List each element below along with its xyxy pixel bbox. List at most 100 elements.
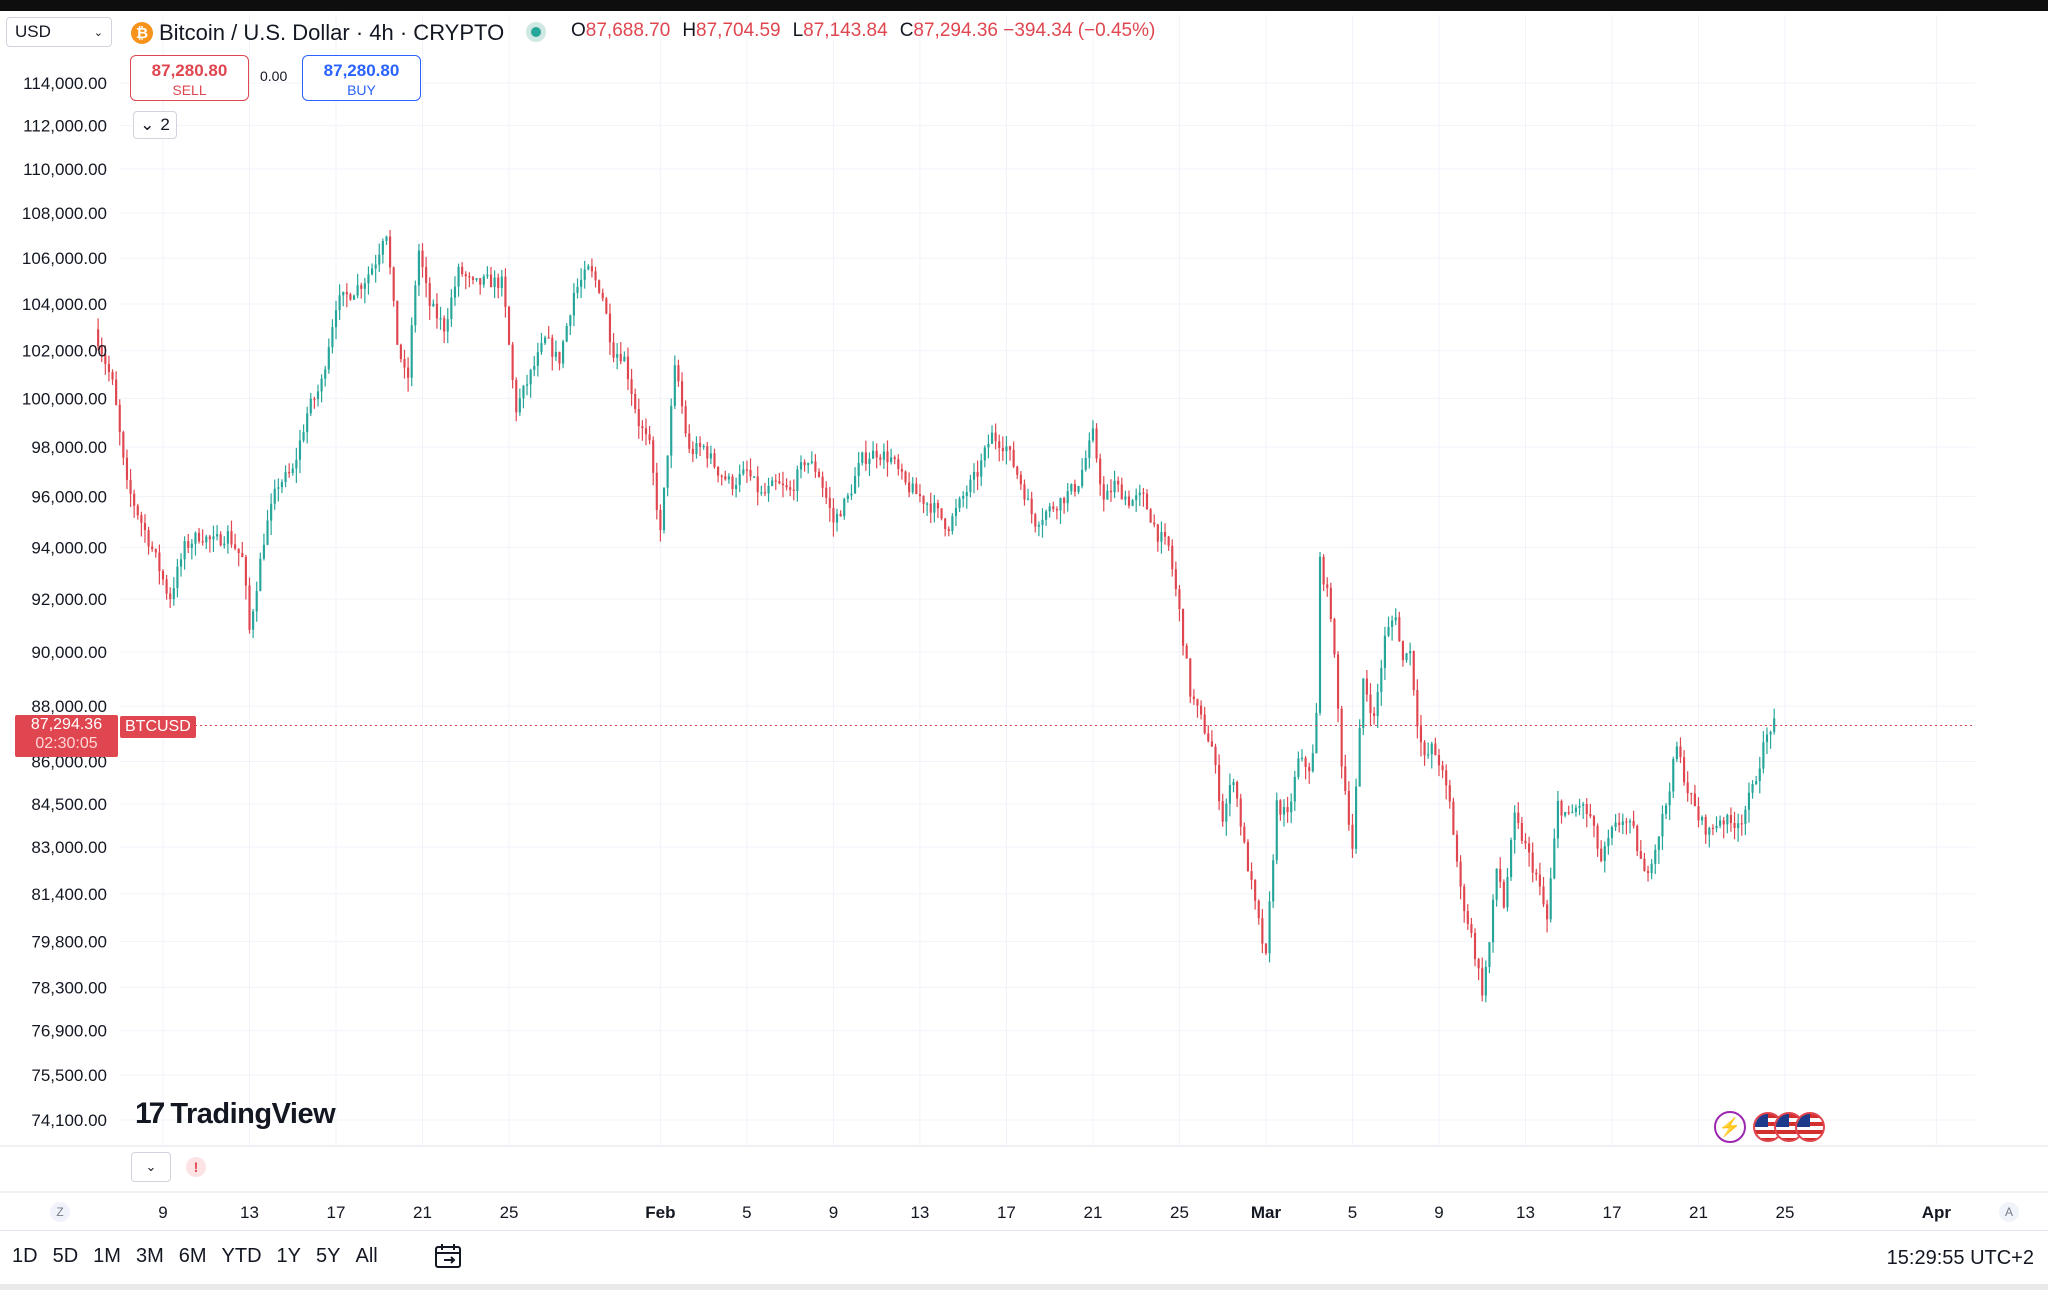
- time-tick-label: 9: [829, 1203, 838, 1222]
- candle-body: [1048, 506, 1051, 512]
- price-tick-label: 114,000.00: [23, 74, 107, 93]
- range-5d[interactable]: 5D: [52, 1245, 79, 1267]
- candle-body: [489, 274, 493, 288]
- time-tick-label: 25: [500, 1203, 519, 1222]
- candle-body: [1628, 821, 1632, 823]
- candle-body: [569, 315, 572, 326]
- candle-body: [194, 532, 197, 544]
- clock-timezone[interactable]: 15:29:55 UTC+2: [1886, 1247, 2034, 1269]
- candle-body: [342, 291, 345, 296]
- lightning-icon[interactable]: ⚡: [1714, 1111, 1746, 1143]
- indicators-toggle[interactable]: ⌄ 2: [133, 111, 177, 139]
- candle-body: [1052, 506, 1055, 510]
- auto-scale-button[interactable]: A: [1999, 1202, 2019, 1222]
- candle-body: [1650, 863, 1653, 874]
- ohlc-close-key: C: [899, 20, 914, 41]
- zoom-button[interactable]: Z: [50, 1202, 70, 1222]
- range-1m[interactable]: 1M: [93, 1245, 121, 1267]
- economic-events[interactable]: ⚡: [1714, 1111, 1825, 1143]
- symbol-title-bar[interactable]: ₿ Bitcoin / U.S. Dollar · 4h · CRYPTO: [131, 18, 504, 48]
- candle-body: [1063, 498, 1066, 504]
- candle-body: [122, 432, 125, 458]
- candle-body: [161, 571, 165, 580]
- time-tick-label: Apr: [1922, 1203, 1952, 1222]
- candle-body: [1102, 484, 1105, 500]
- candle-body: [234, 544, 237, 549]
- candle-body: [875, 450, 878, 458]
- candle-body: [745, 469, 749, 471]
- candle-body: [1246, 842, 1250, 872]
- time-tick-label: 13: [910, 1203, 929, 1222]
- candle-body: [1326, 584, 1329, 588]
- candle-body: [778, 481, 781, 484]
- candle-body: [176, 566, 179, 589]
- candle-body: [1668, 791, 1671, 806]
- candle-body: [219, 534, 222, 546]
- candle-body: [1077, 486, 1080, 492]
- range-1d[interactable]: 1D: [12, 1245, 38, 1267]
- candle-body: [154, 549, 157, 553]
- candle-body: [926, 503, 929, 505]
- candle-body: [904, 471, 907, 483]
- ohlc-open-key: O: [571, 20, 586, 41]
- candle-body: [1495, 868, 1498, 900]
- range-1y[interactable]: 1Y: [276, 1245, 302, 1267]
- candle-body: [1221, 801, 1224, 822]
- candle-body: [1463, 886, 1466, 912]
- candle-body: [1726, 815, 1729, 825]
- range-5y[interactable]: 5Y: [316, 1245, 341, 1267]
- candle-body: [1582, 804, 1585, 806]
- bottom-strip: [0, 1284, 2048, 1290]
- candle-body: [1571, 811, 1574, 814]
- candle-body: [554, 351, 557, 357]
- candle-body: [115, 379, 118, 405]
- time-tick-label: 13: [1516, 1203, 1535, 1222]
- candle-body: [1409, 651, 1412, 654]
- candle-body: [1441, 765, 1444, 771]
- buy-button[interactable]: 87,280.80 BUY: [302, 55, 421, 101]
- candle-body: [179, 559, 183, 567]
- range-all[interactable]: All: [355, 1245, 378, 1267]
- candle-body: [136, 505, 139, 516]
- candle-body: [1672, 759, 1675, 792]
- candle-body: [1012, 449, 1015, 467]
- candle-body: [1354, 786, 1358, 849]
- market-status-icon[interactable]: [526, 22, 546, 42]
- candle-body: [417, 250, 420, 286]
- candle-body: [468, 276, 471, 278]
- candle-body: [785, 485, 788, 488]
- candle-body: [1762, 742, 1765, 769]
- warning-icon[interactable]: !: [186, 1157, 206, 1177]
- candle-body: [835, 513, 839, 523]
- candle-body: [439, 318, 442, 320]
- symbol-price-tag: BTCUSD: [120, 716, 196, 738]
- currency-select[interactable]: USD ⌄: [6, 17, 112, 47]
- candle-body: [1614, 822, 1617, 828]
- candle-body: [1654, 849, 1657, 864]
- candle-body: [684, 406, 687, 434]
- candle-body: [1329, 587, 1332, 619]
- candle-body: [680, 381, 684, 407]
- candle-body: [1304, 757, 1307, 768]
- candle-body: [316, 391, 320, 400]
- range-ytd[interactable]: YTD: [221, 1245, 262, 1267]
- candle-body: [792, 489, 795, 491]
- candle-body: [1632, 821, 1635, 826]
- candle-body: [771, 480, 774, 486]
- candle-body: [1517, 812, 1520, 823]
- range-6m[interactable]: 6M: [178, 1245, 207, 1267]
- candle-body: [244, 557, 247, 586]
- candle-body: [360, 285, 363, 289]
- candle-body: [345, 291, 348, 295]
- candle-body: [201, 541, 204, 543]
- pane-collapse-button[interactable]: ⌄: [131, 1152, 171, 1182]
- range-3m[interactable]: 3M: [135, 1245, 164, 1267]
- candle-body: [1466, 911, 1469, 924]
- us-flag-icon[interactable]: [1795, 1112, 1825, 1142]
- currency-value: USD: [15, 22, 51, 41]
- sell-button[interactable]: 87,280.80 SELL: [130, 55, 249, 101]
- candle-body: [803, 462, 806, 466]
- calendar-icon[interactable]: [434, 1243, 462, 1276]
- tradingview-logo[interactable]: 17 TradingView: [135, 1097, 336, 1131]
